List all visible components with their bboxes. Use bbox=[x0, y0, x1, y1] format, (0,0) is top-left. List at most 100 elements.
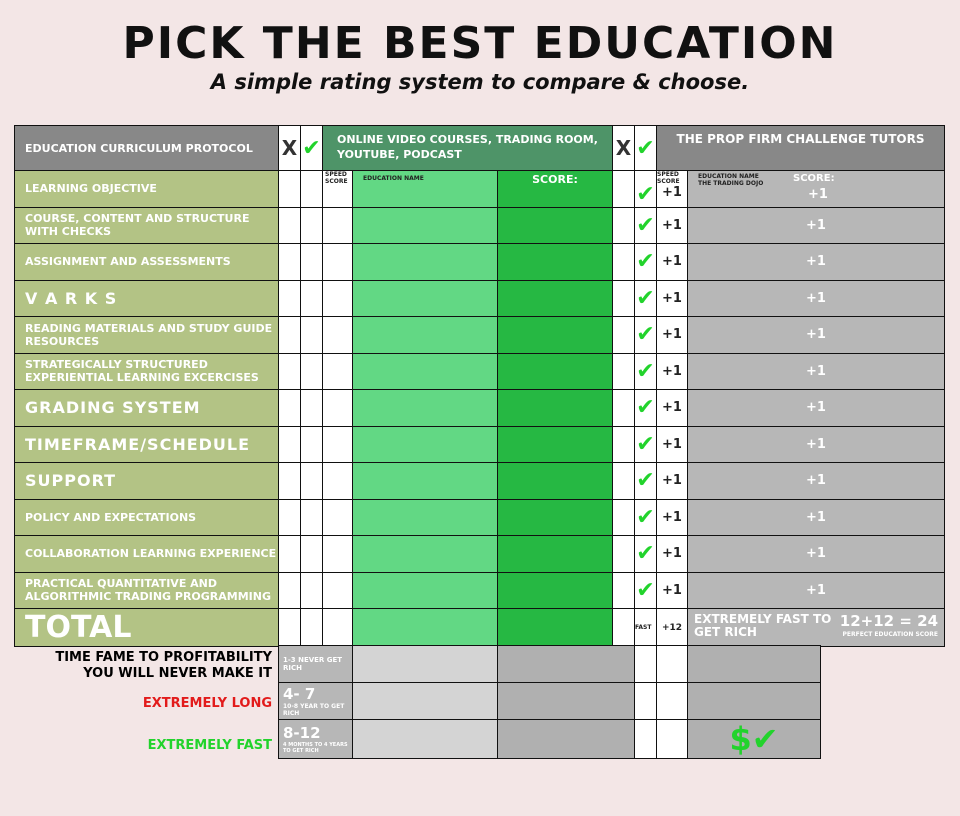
criteria-label: TIMEFRAME/SCHEDULE bbox=[14, 425, 279, 463]
criteria-label: ASSIGNMENT AND ASSESSMENTS bbox=[14, 243, 279, 281]
prop-firm-header: THE PROP FIRM CHALLENGE TUTORS bbox=[656, 125, 945, 171]
education-name-label: EDUCATION NAME bbox=[352, 170, 498, 208]
speed-value: +1 bbox=[656, 535, 688, 573]
criteria-label: V A R K S bbox=[14, 279, 279, 317]
check-icon: ✔ bbox=[634, 352, 657, 390]
education-name-cell bbox=[352, 608, 498, 647]
check-cell bbox=[300, 571, 323, 609]
score-cell bbox=[497, 608, 613, 647]
x-cell bbox=[612, 498, 635, 536]
check-cell bbox=[300, 462, 323, 500]
score-cell bbox=[497, 316, 613, 354]
score-cell bbox=[497, 498, 613, 536]
criteria-row: ASSIGNMENT AND ASSESSMENTS ✔ +1 +1 bbox=[14, 243, 945, 281]
check-cell bbox=[300, 279, 323, 317]
criteria-row: PRACTICAL QUANTITATIVE AND ALGORITHMIC T… bbox=[14, 571, 945, 609]
prop-score-value: +1 bbox=[687, 279, 945, 317]
speed-value: +1 bbox=[656, 316, 688, 354]
profitability-table: 1-3 NEVER GET RICH 4- 7 10-8 YEAR TO GET … bbox=[278, 645, 821, 759]
prop-score-value: +1 bbox=[687, 352, 945, 390]
speed-value: +1 bbox=[656, 571, 688, 609]
score-label: SCORE: bbox=[497, 170, 613, 208]
check-icon: ✔ bbox=[634, 571, 657, 609]
speed-value: +1 bbox=[656, 352, 688, 390]
criteria-label: READING MATERIALS AND STUDY GUIDE RESOUR… bbox=[14, 316, 279, 354]
x-icon: X bbox=[278, 125, 301, 171]
score-cell bbox=[497, 389, 613, 427]
education-name-cell bbox=[352, 425, 498, 463]
prop-score-cell: EDUCATION NAME THE TRADING DOJO SCORE: +1 bbox=[687, 170, 945, 208]
x-cell bbox=[278, 608, 301, 647]
money-check-icon: $✔ bbox=[687, 719, 821, 759]
criteria-label: PRACTICAL QUANTITATIVE AND ALGORITHMIC T… bbox=[14, 571, 279, 609]
prop-score-label: SCORE: bbox=[793, 173, 835, 184]
criteria-row: STRATEGICALLY STRUCTURED EXPERIENTIAL LE… bbox=[14, 352, 945, 390]
speed-cell bbox=[322, 316, 353, 354]
criteria-label: COURSE, CONTENT AND STRUCTURE WITH CHECK… bbox=[14, 206, 279, 244]
x-cell bbox=[278, 571, 301, 609]
score-cell bbox=[497, 243, 613, 281]
check-cell bbox=[300, 535, 323, 573]
range-8-12: 8-12 bbox=[283, 724, 321, 742]
x-cell bbox=[612, 206, 635, 244]
speed-score-label: SPEED SCORE bbox=[322, 170, 353, 208]
x-cell bbox=[278, 352, 301, 390]
check-cell bbox=[300, 352, 323, 390]
check-icon: ✔ bbox=[300, 125, 323, 171]
prop-score-value: +1 bbox=[687, 243, 945, 281]
check-cell bbox=[300, 170, 323, 208]
criteria-row: LEARNING OBJECTIVE SPEED SCORE EDUCATION N… bbox=[14, 170, 945, 208]
prop-score-value: +1 bbox=[687, 535, 945, 573]
prop-score-value: +1 bbox=[687, 206, 945, 244]
criteria-label: LEARNING OBJECTIVE bbox=[14, 170, 279, 208]
check-cell bbox=[300, 608, 323, 647]
x-cell bbox=[612, 352, 635, 390]
score-cell bbox=[497, 279, 613, 317]
x-icon: X bbox=[612, 125, 635, 171]
education-name-cell bbox=[352, 535, 498, 573]
x-cell bbox=[278, 535, 301, 573]
x-cell bbox=[612, 425, 635, 463]
x-cell bbox=[612, 243, 635, 281]
x-cell bbox=[278, 425, 301, 463]
education-name-cell bbox=[352, 279, 498, 317]
extremely-long-label: EXTREMELY LONG bbox=[142, 696, 272, 711]
page-title: PICK THE BEST EDUCATION bbox=[122, 18, 838, 69]
criteria-row: SUPPORT ✔ +1 +1 bbox=[14, 462, 945, 500]
criteria-label: SUPPORT bbox=[14, 462, 279, 500]
total-row: TOTAL FAST +12 EXTREMELY FAST TO GET RICH 12… bbox=[14, 608, 945, 647]
score-cell bbox=[497, 206, 613, 244]
check-icon: ✔ bbox=[634, 170, 657, 208]
education-name-cell bbox=[352, 462, 498, 500]
prop-score-value: +1 bbox=[687, 462, 945, 500]
speed-value: +1 bbox=[656, 462, 688, 500]
speed-cell bbox=[322, 206, 353, 244]
prop-education-name: EDUCATION NAME THE TRADING DOJO bbox=[698, 173, 764, 187]
check-icon: ✔ bbox=[634, 535, 657, 573]
check-icon: ✔ bbox=[634, 279, 657, 317]
speed-value: +1 bbox=[656, 243, 688, 281]
speed-value: +1 bbox=[657, 185, 687, 200]
range-4-7-note: 10-8 YEAR TO GET RICH bbox=[283, 703, 345, 717]
check-icon: ✔ bbox=[634, 389, 657, 427]
speed-value: +1 bbox=[656, 425, 688, 463]
x-cell bbox=[278, 279, 301, 317]
x-cell bbox=[612, 279, 635, 317]
score-cell bbox=[497, 352, 613, 390]
speed-value: +1 bbox=[656, 206, 688, 244]
speed-cell bbox=[322, 608, 353, 647]
total-label: TOTAL bbox=[14, 608, 279, 647]
x-cell bbox=[278, 243, 301, 281]
prop-score-value: +1 bbox=[687, 571, 945, 609]
check-icon: ✔ bbox=[634, 462, 657, 500]
speed-value: +1 bbox=[656, 279, 688, 317]
x-cell bbox=[278, 462, 301, 500]
x-cell bbox=[612, 571, 635, 609]
x-cell bbox=[278, 170, 301, 208]
criteria-row: TIMEFRAME/SCHEDULE ✔ +1 +1 bbox=[14, 425, 945, 463]
page-subtitle: A simple rating system to compare & choo… bbox=[210, 70, 750, 94]
score-cell bbox=[497, 571, 613, 609]
total-sum: 12+12 = 24 bbox=[839, 612, 938, 630]
speed-cell bbox=[322, 571, 353, 609]
range-4-7: 4- 7 bbox=[283, 685, 316, 703]
